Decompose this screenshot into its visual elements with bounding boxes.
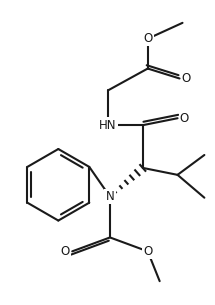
Text: O: O xyxy=(143,32,152,45)
Text: O: O xyxy=(180,112,189,125)
Text: O: O xyxy=(61,245,70,258)
Text: O: O xyxy=(143,245,152,258)
Text: HN: HN xyxy=(99,119,117,132)
Text: N: N xyxy=(106,190,114,203)
Text: O: O xyxy=(182,72,191,85)
